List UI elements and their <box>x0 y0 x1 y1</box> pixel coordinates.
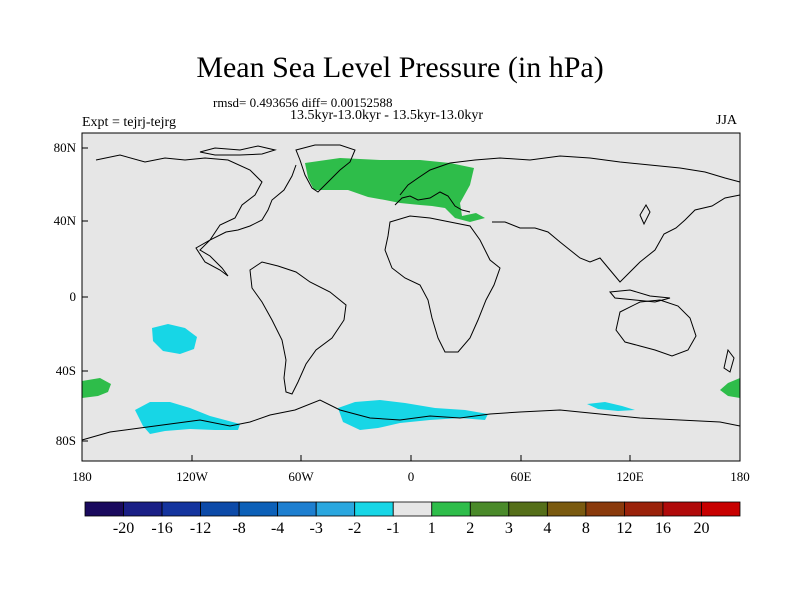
season-label: JJA <box>716 113 738 128</box>
colorbar-label: 2 <box>466 520 474 537</box>
southern-ocean-indian-negative-region <box>587 402 635 411</box>
antarctica-coast <box>81 399 741 441</box>
colorbar-swatch <box>662 501 702 517</box>
japan-coast <box>639 204 651 226</box>
south-pacific-east-positive-region <box>82 378 111 398</box>
x-tick-label: 0 <box>408 469 415 484</box>
colorbar-swatch <box>123 501 163 517</box>
colorbar-labels: -20 -16 -12 -8 -4 -3 -2 -1 1 2 3 4 8 12 16 20 <box>113 520 710 537</box>
colorbar-swatch <box>315 501 356 517</box>
y-tick-label: 40N <box>54 213 77 228</box>
x-tick-label: 60E <box>511 469 532 484</box>
positive-anomaly-regions <box>82 158 740 398</box>
colorbar-swatch <box>546 501 587 517</box>
colorbar-swatch <box>354 501 394 517</box>
colorbar-label: 20 <box>693 520 709 537</box>
comparison-label: 13.5kyr-13.0kyr - 13.5kyr-13.0kyr <box>290 108 484 123</box>
map-title: Mean Sea Level Pressure (in hPa) <box>196 51 604 84</box>
europe-coast <box>394 191 471 213</box>
australia-coast <box>615 299 697 357</box>
colorbar-label: 12 <box>616 520 632 537</box>
colorbar-swatch <box>624 501 664 517</box>
negative-anomaly-regions <box>135 324 635 434</box>
colorbar-label: -3 <box>310 520 323 537</box>
colorbar-swatch <box>200 501 240 517</box>
south-pacific-negative-region <box>152 324 197 354</box>
x-tick-marks <box>81 455 741 461</box>
x-tick-label: 180 <box>72 469 92 484</box>
new-zealand-coast <box>723 348 735 373</box>
colorbar-label: -8 <box>232 520 245 537</box>
greenland-coast <box>295 144 356 193</box>
x-tick-label: 120W <box>176 469 209 484</box>
colorbar-label: -1 <box>387 520 400 537</box>
colorbar-swatch <box>431 501 471 517</box>
south-pacific-west-positive-region <box>720 378 740 398</box>
stats-line: rmsd= 0.493656 diff= 0.00152588 <box>213 95 393 110</box>
colorbar-swatch <box>84 501 124 517</box>
colorbar-swatch <box>392 501 433 517</box>
colorbar-swatch <box>161 501 201 517</box>
colorbar-label: 16 <box>655 520 671 537</box>
experiment-label: Expt = tejrj-tejrg <box>82 115 176 130</box>
colorbar-swatch <box>277 501 317 517</box>
arctic-islands-coast <box>199 145 277 156</box>
asia-south-coast <box>492 194 741 283</box>
colorbar-label: -4 <box>271 520 284 537</box>
north-atlantic-positive-region <box>305 158 485 222</box>
colorbar-label: -20 <box>113 520 134 537</box>
coastlines <box>81 144 741 441</box>
y-tick-label: 80N <box>54 140 77 155</box>
colorbar-swatch <box>469 501 510 517</box>
colorbar-label: 1 <box>428 520 436 537</box>
southern-ocean-pacific-negative-region <box>135 402 240 434</box>
colorbar-label: 8 <box>582 520 590 537</box>
south-america-coast <box>249 261 347 395</box>
north-america-coast <box>95 154 297 277</box>
africa-coast <box>384 215 501 353</box>
y-tick-label: 0 <box>70 289 77 304</box>
x-tick-label: 180 <box>730 469 750 484</box>
colorbar-swatch <box>238 501 279 517</box>
y-tick-label: 80S <box>56 433 76 448</box>
colorbar <box>84 501 741 517</box>
colorbar-label: -16 <box>151 520 172 537</box>
colorbar-label: -12 <box>190 520 211 537</box>
x-tick-label: 60W <box>288 469 314 484</box>
colorbar-label: 3 <box>505 520 513 537</box>
colorbar-label: 4 <box>543 520 551 537</box>
colorbar-swatch <box>508 501 548 517</box>
colorbar-swatch <box>701 501 741 517</box>
x-tick-label: 120E <box>616 469 644 484</box>
southern-ocean-atlantic-negative-region <box>338 400 488 430</box>
y-tick-marks <box>82 147 88 442</box>
colorbar-swatch <box>585 501 625 517</box>
eurasia-coast <box>399 155 741 196</box>
indonesia-coast <box>609 289 671 303</box>
y-tick-label: 40S <box>56 363 76 378</box>
colorbar-label: -2 <box>348 520 361 537</box>
